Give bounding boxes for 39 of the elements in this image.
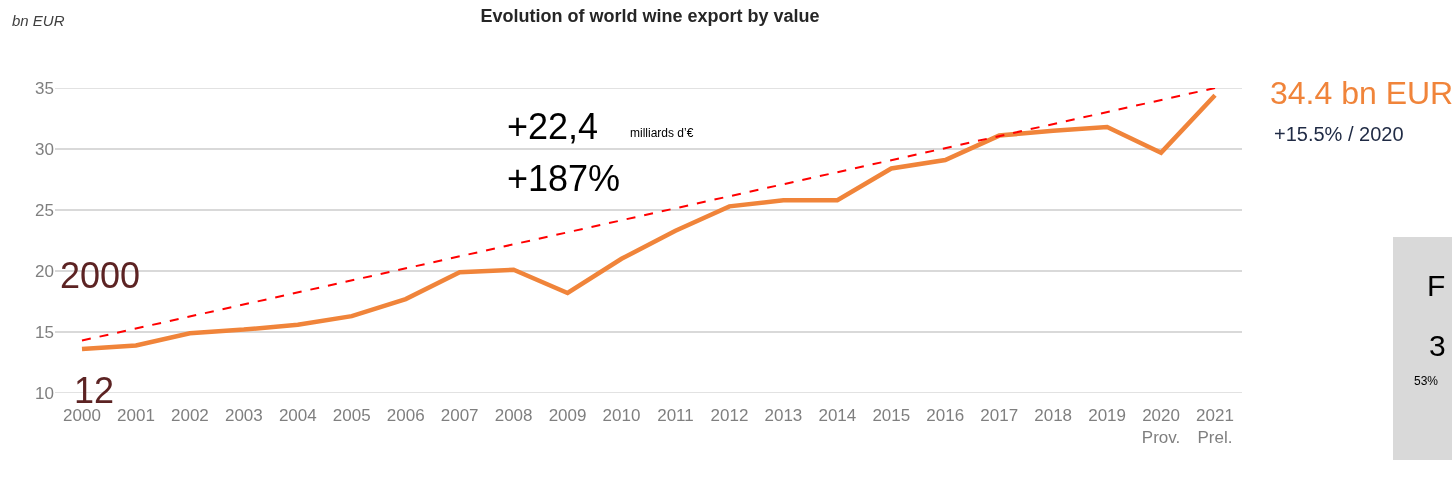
y-axis-title: bn EUR <box>12 12 65 29</box>
annotation: milliards d’€ <box>630 126 694 140</box>
x-tick-label: 2017 <box>980 406 1019 425</box>
x-tick-label: 2005 <box>332 406 371 425</box>
x-tick-label: 2011 <box>657 406 694 425</box>
annotation: 2000 <box>60 255 141 296</box>
x-tick-label: 2007 <box>440 406 479 425</box>
x-tick-label: 2008 <box>494 406 533 425</box>
x-tick-label: 2010 <box>602 406 641 425</box>
y-tick-label: 25 <box>35 200 54 220</box>
x-tick-label: 2009 <box>548 406 587 425</box>
annotation: +187% <box>507 158 621 199</box>
x-tick-label: 2006 <box>386 406 425 425</box>
x-tick-label: 2004 <box>278 406 317 425</box>
text: 53% <box>1414 374 1439 388</box>
x-tick-label: 2019 <box>1088 406 1127 425</box>
x-tick-label: 2013 <box>764 406 803 425</box>
y-tick-label: 10 <box>35 383 54 403</box>
y-tick-label: 30 <box>35 139 54 159</box>
y-tick-label: 15 <box>35 322 54 342</box>
x-tick-label: 2012 <box>710 406 749 425</box>
y-tick-label: 20 <box>35 261 54 281</box>
text: 34.4 bn EUR <box>1270 75 1452 111</box>
x-tick-label: 2000 <box>63 406 101 425</box>
x-tick-label: 2014 <box>818 406 857 425</box>
chart-title: Evolution of world wine export by value <box>480 6 820 27</box>
text: +15.5% / 2020 <box>1274 123 1404 145</box>
x-tick-label: 2021 Prel. <box>1196 406 1234 448</box>
annotation: +22,4 <box>507 106 599 147</box>
x-tick-label: 2018 <box>1034 406 1073 425</box>
x-tick-label: 2003 <box>224 406 263 425</box>
x-tick-label: 2001 <box>117 406 155 425</box>
x-tick-label: 2002 <box>170 406 209 425</box>
y-tick-label: 35 <box>35 78 54 98</box>
x-tick-label: 2016 <box>926 406 965 425</box>
x-tick-label: 2015 <box>872 406 911 425</box>
x-tick-label: 2020 Prov. <box>1141 406 1181 448</box>
text: 3 <box>1429 329 1446 362</box>
text: F <box>1427 269 1446 302</box>
